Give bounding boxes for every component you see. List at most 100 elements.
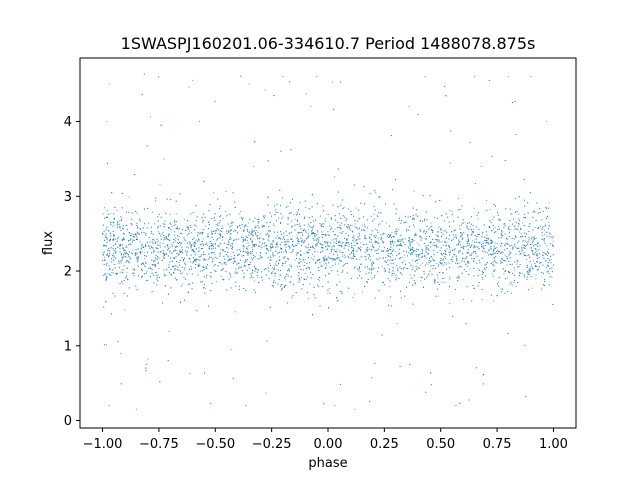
data-point <box>102 213 104 215</box>
data-point <box>357 277 358 279</box>
data-point <box>300 276 302 278</box>
data-point <box>253 289 255 291</box>
data-point <box>176 246 178 248</box>
data-point <box>444 256 446 258</box>
data-point <box>213 192 215 194</box>
data-point <box>137 265 139 267</box>
data-point <box>193 242 195 244</box>
data-point <box>225 210 227 212</box>
data-point <box>433 242 435 244</box>
data-point <box>307 236 309 238</box>
data-point <box>552 237 554 239</box>
data-point <box>547 248 549 250</box>
data-point <box>206 275 208 277</box>
data-point <box>120 353 122 355</box>
data-point <box>124 255 126 257</box>
data-point <box>194 267 196 269</box>
data-point <box>173 271 175 273</box>
data-point <box>527 212 529 214</box>
data-point <box>520 250 522 252</box>
data-point <box>300 254 302 256</box>
data-point <box>493 252 495 254</box>
data-point <box>428 259 430 261</box>
data-point <box>437 277 439 279</box>
data-point <box>274 255 276 257</box>
data-point <box>468 274 470 276</box>
data-point <box>243 245 245 247</box>
data-point <box>332 258 334 260</box>
data-point <box>148 246 150 248</box>
data-point <box>352 250 354 252</box>
data-point <box>160 246 162 248</box>
data-point <box>298 258 300 260</box>
data-point <box>169 257 171 259</box>
data-point <box>371 265 373 267</box>
data-point <box>475 367 477 369</box>
data-point <box>210 257 212 259</box>
data-point <box>425 248 427 250</box>
data-point <box>236 263 238 265</box>
data-point <box>231 248 233 250</box>
data-point <box>357 248 359 250</box>
data-point <box>132 239 134 241</box>
data-point <box>256 230 258 232</box>
data-point <box>458 275 460 277</box>
data-point <box>529 270 531 272</box>
data-point <box>295 292 297 294</box>
data-point <box>436 244 438 246</box>
data-point <box>537 227 539 229</box>
data-point <box>105 279 107 281</box>
data-point <box>549 276 551 278</box>
data-point <box>304 216 306 218</box>
data-point <box>116 272 118 274</box>
data-point <box>477 218 479 220</box>
data-point <box>401 273 403 275</box>
data-point <box>434 217 436 219</box>
data-point <box>113 235 115 237</box>
data-point <box>548 202 550 204</box>
data-point <box>243 264 245 266</box>
data-point <box>279 256 281 258</box>
data-point <box>442 278 444 280</box>
data-point <box>243 265 245 267</box>
data-point <box>306 251 308 253</box>
data-point <box>284 241 286 243</box>
data-point <box>261 279 263 281</box>
data-point <box>405 221 407 223</box>
data-point <box>219 230 221 232</box>
data-point <box>165 274 167 276</box>
data-point <box>274 268 276 270</box>
data-point <box>517 229 519 231</box>
data-point <box>383 247 385 249</box>
data-point <box>267 233 268 235</box>
data-point <box>325 267 327 269</box>
data-point <box>183 277 185 279</box>
data-point <box>467 235 469 237</box>
data-point <box>283 244 285 246</box>
data-point <box>467 260 469 262</box>
data-point <box>538 257 540 259</box>
data-point <box>220 248 222 250</box>
data-point <box>428 235 430 237</box>
data-point <box>475 238 477 240</box>
data-point <box>388 286 390 288</box>
data-point <box>323 260 325 262</box>
data-point <box>143 208 145 210</box>
data-point <box>400 222 402 224</box>
data-point <box>231 224 233 226</box>
data-point <box>399 266 401 268</box>
data-point <box>541 232 543 234</box>
data-point <box>276 260 278 262</box>
data-point <box>146 270 148 272</box>
data-point <box>336 251 338 253</box>
data-point <box>546 216 548 218</box>
data-point <box>367 268 369 270</box>
data-point <box>393 203 395 205</box>
data-point <box>411 253 413 255</box>
data-point <box>528 289 530 291</box>
data-point <box>204 225 206 227</box>
data-point <box>384 261 386 263</box>
data-point <box>279 243 281 245</box>
data-point <box>253 257 255 259</box>
data-point <box>188 258 190 260</box>
